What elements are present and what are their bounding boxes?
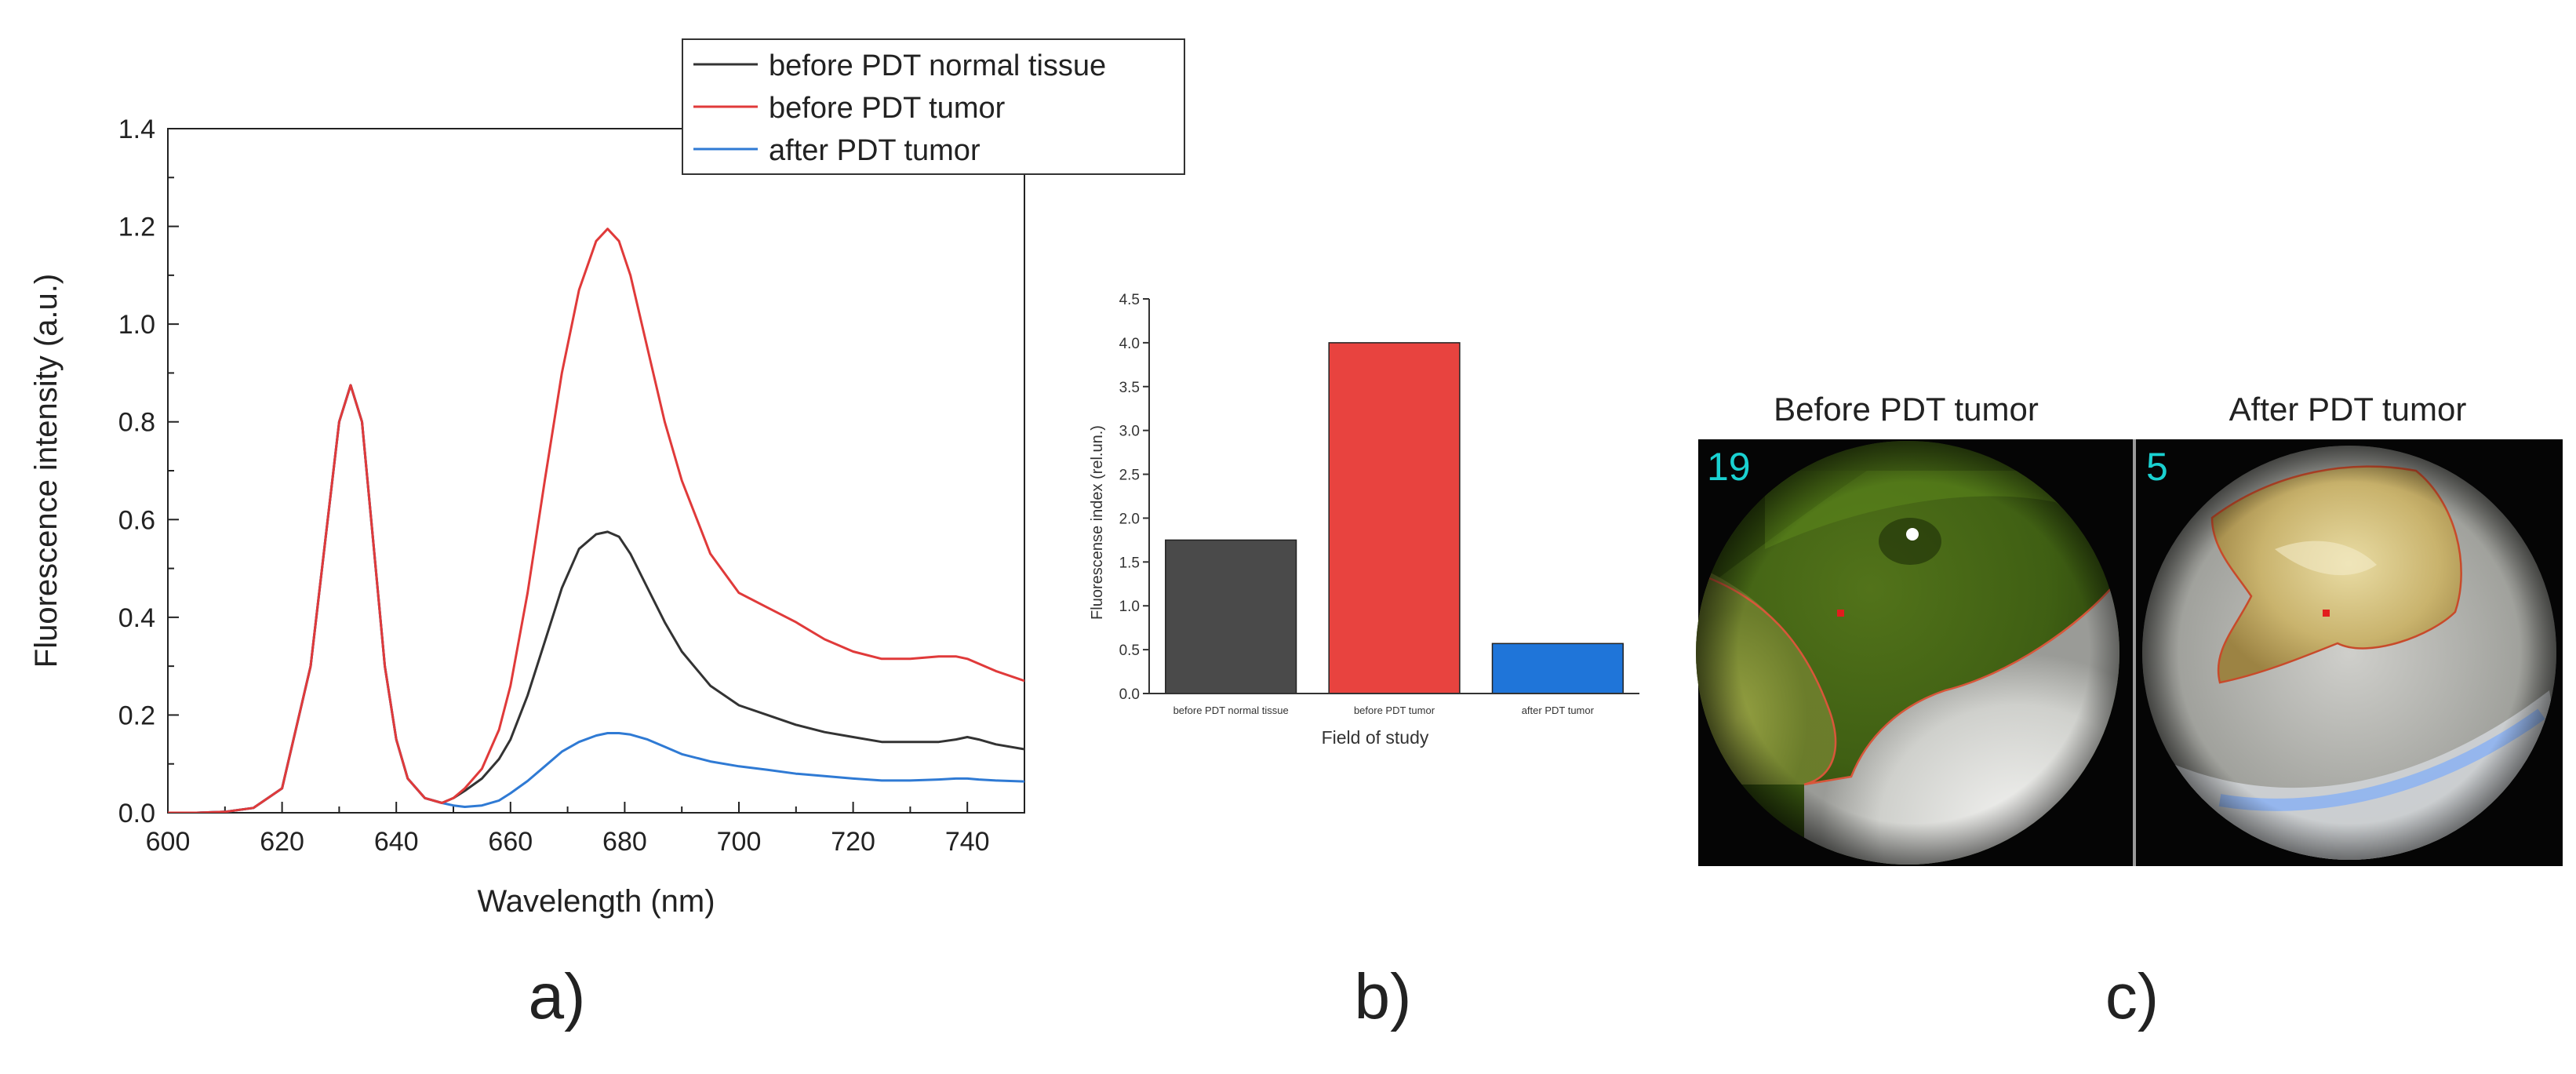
endoscopy-panel: Before PDT tumor After PDT tumor 19 [1696, 391, 2563, 866]
spectra-xtick-label: 700 [717, 827, 762, 857]
legend-label-tumor: before PDT tumor [769, 92, 1006, 125]
index-ytick-label: 1.5 [1119, 555, 1140, 571]
index-ytick-label: 2.5 [1119, 468, 1140, 484]
index-ylabel: Fluorescense index (rel.un.) [1089, 425, 1106, 620]
spectra-axis-ticks: 600 620 640 660 680 700 720 740 0.0 0.2 0.4 0.6 0.8 1… [118, 115, 990, 857]
spectra-chart: 600 620 640 660 680 700 720 740 0.0 0.2 0.4 0.6 0.8 1… [29, 38, 1185, 919]
photo-divider [2133, 439, 2136, 866]
index-category-label: after PDT tumor [1522, 704, 1595, 716]
index-ytick-label: 1.0 [1119, 599, 1140, 615]
index-ytick-label: 3.0 [1119, 424, 1140, 440]
panel-label-a: a) [529, 961, 586, 1032]
index-bar-after-pdt-tumor [1491, 643, 1624, 694]
index-bar-before-pdt-normal-tissue [1165, 539, 1297, 694]
spectra-xtick-label: 620 [260, 827, 304, 857]
spectra-xlabel: Wavelength (nm) [477, 884, 715, 919]
panel-label-b: b) [1355, 961, 1412, 1032]
spectra-ytick-label: 0.8 [118, 408, 155, 438]
index-ytick-label: 2.0 [1119, 511, 1140, 527]
spectra-series-before-pdt-tumor [168, 228, 1024, 813]
legend-box [682, 38, 1185, 175]
spectra-ylabel: Fluorescence intensity (a.u.) [29, 274, 64, 668]
photo-after-pdt: 5 [2136, 439, 2563, 866]
spectra-series-after-pdt-tumor [168, 384, 1024, 813]
photo-index-after: 5 [2146, 445, 2168, 489]
spectra-xtick-label: 640 [374, 827, 419, 857]
index-bar-before-pdt-tumor [1328, 342, 1461, 694]
legend-label-normal: before PDT normal tissue [769, 49, 1106, 82]
index-ytick-label: 3.5 [1119, 380, 1140, 396]
index-bar-chart: 0.0 0.5 1.0 1.5 2.0 2.5 3.0 3.5 4.0 4.5 before PDT… [1089, 292, 1639, 748]
index-ytick-label: 4.5 [1119, 292, 1140, 308]
spectra-ytick-label: 1.0 [118, 310, 155, 340]
index-category-label: before PDT normal tissue [1173, 704, 1289, 716]
spectra-ytick-label: 0.6 [118, 505, 155, 535]
spectra-ytick-label: 0.2 [118, 701, 155, 730]
spectra-xtick-label: 680 [602, 827, 647, 857]
index-xlabel: Field of study [1322, 727, 1429, 748]
spectra-series-before-pdt-normal-tissue [168, 384, 1024, 813]
spectra-plot-frame [167, 128, 1025, 814]
spectra-xtick-label: 720 [831, 827, 875, 857]
spectra-ytick-label: 1.4 [118, 115, 155, 144]
index-ytick-label: 0.0 [1119, 686, 1140, 703]
photo-index-before: 19 [1707, 445, 1751, 489]
spectra-xtick-label: 660 [488, 827, 533, 857]
spectra-ytick-label: 0.0 [118, 799, 155, 828]
panel-label-c: c) [2105, 961, 2159, 1032]
spectra-ytick-label: 1.2 [118, 213, 155, 242]
index-axes: 0.0 0.5 1.0 1.5 2.0 2.5 3.0 3.5 4.0 4.5 before PDT… [1119, 292, 1639, 716]
index-category-label: before PDT tumor [1354, 704, 1435, 716]
index-ytick-label: 4.0 [1119, 336, 1140, 352]
photo-title-after: After PDT tumor [2229, 391, 2467, 428]
spectra-legend: before PDT normal tissue before PDT tumo… [682, 38, 1185, 175]
index-ytick-label: 0.5 [1119, 643, 1140, 659]
spectra-xtick-label: 600 [146, 827, 191, 857]
photo-title-before: Before PDT tumor [1774, 391, 2039, 428]
legend-label-after: after PDT tumor [769, 134, 981, 167]
photo-before-pdt: 19 [1696, 439, 2133, 866]
spectra-ytick-label: 0.4 [118, 603, 155, 633]
spectra-xtick-label: 740 [945, 827, 990, 857]
